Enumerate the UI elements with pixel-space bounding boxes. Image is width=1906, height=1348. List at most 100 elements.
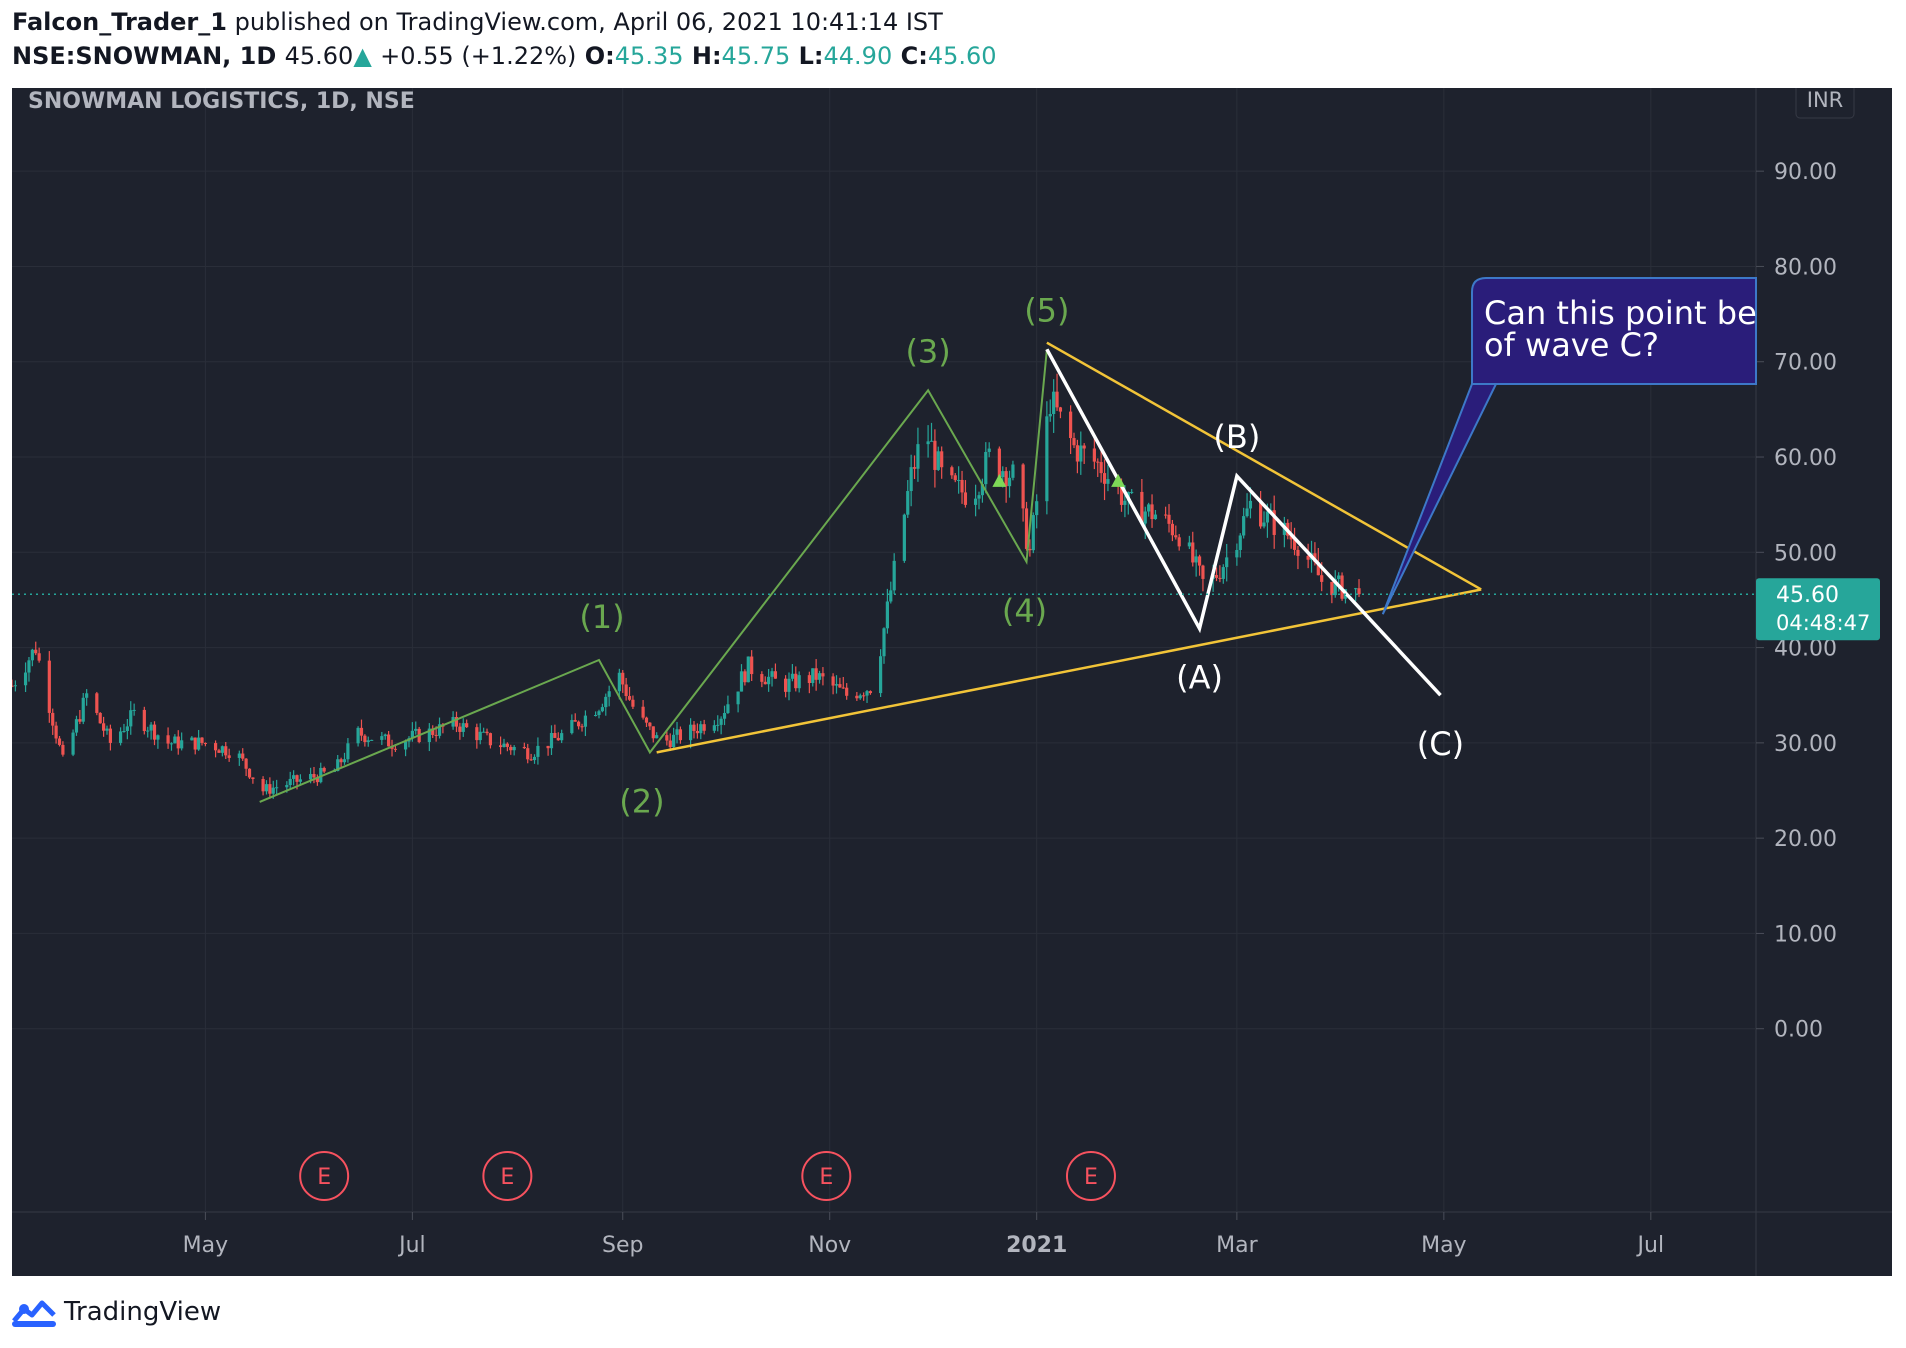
candle-body [763, 681, 767, 685]
candle-body [488, 733, 493, 746]
candle-body [1072, 438, 1076, 446]
trendline [656, 588, 1482, 754]
candle-body [380, 736, 384, 740]
candle-body [987, 448, 991, 452]
grid-lines [12, 88, 1892, 1276]
callout-text-line1: Can this point be [1484, 294, 1757, 332]
candle-body [149, 724, 153, 731]
symbol-label: NSE:SNOWMAN, 1D [12, 42, 277, 70]
earnings-marker[interactable]: E [1065, 1151, 1116, 1201]
low-label: L: [798, 42, 824, 70]
price-badge-countdown: 04:48:47 [1776, 611, 1870, 635]
tradingview-logo-icon [12, 1300, 56, 1327]
candle-body [200, 737, 204, 743]
currency-button[interactable]: INR [1795, 79, 1855, 119]
candle-body [712, 725, 716, 731]
candle-body [865, 691, 869, 696]
candle-body [102, 723, 106, 731]
candle-body [760, 674, 764, 682]
wave-label: (2) [619, 782, 664, 820]
candle-body [1092, 448, 1096, 462]
candle-body [997, 448, 1001, 478]
candle-body [1082, 445, 1086, 449]
candle-body [624, 684, 628, 697]
price-axis[interactable]: 0.00 10.00 20.00 30.00 40.00 50.00 60.00 70.00 8… [1756, 160, 1837, 1043]
signal-arrow-icon [992, 473, 1007, 487]
candle-body [478, 731, 482, 741]
candle-body [387, 734, 391, 747]
candle-body [1201, 565, 1205, 579]
candle-body [509, 746, 513, 751]
candle-body [1221, 567, 1225, 579]
candle-body [746, 656, 750, 683]
candle-body [244, 758, 248, 769]
candle-body [916, 444, 920, 469]
candle-body [1106, 479, 1110, 484]
candle-body [156, 735, 160, 740]
candle-body [960, 479, 964, 493]
candle-body [13, 685, 17, 687]
time-axis[interactable]: May Jul Sep Nov 2021 Mar May Jul [183, 1212, 1664, 1258]
candle-body [953, 475, 957, 481]
candle-body [434, 734, 438, 736]
candle-body [817, 673, 822, 680]
candle-body [1333, 579, 1337, 596]
y-tick-label: 0.00 [1774, 1018, 1823, 1043]
candle-body [247, 768, 252, 778]
candle-body [655, 735, 659, 739]
earnings-marker[interactable]: E [482, 1151, 533, 1201]
earnings-marker[interactable]: E [801, 1151, 852, 1201]
plot-area[interactable] [12, 341, 1756, 803]
y-tick-label: 80.00 [1774, 255, 1837, 280]
price-chart[interactable]: 0.00 10.00 20.00 30.00 40.00 50.00 60.00 70.00 8… [12, 79, 1892, 1276]
y-tick-label: 60.00 [1774, 446, 1837, 471]
candle-body [963, 492, 968, 505]
high-value: 45.75 [721, 42, 791, 70]
candle-body [980, 484, 984, 496]
candle-body [974, 498, 978, 505]
candle-body [553, 732, 557, 738]
candle-body [298, 779, 303, 782]
candle-body [1024, 508, 1029, 549]
footer[interactable]: TradingView [12, 1292, 221, 1332]
candle-body [773, 671, 778, 679]
candle-body [695, 730, 699, 734]
candle-body [1177, 537, 1181, 547]
candle-body [346, 743, 350, 760]
callout-seam [1473, 380, 1755, 383]
candle-body [577, 721, 581, 727]
candle-body [1140, 491, 1144, 524]
wave-label: (C) [1417, 725, 1464, 763]
candle-body [736, 691, 740, 705]
candle-body [668, 740, 672, 748]
candle-body [631, 699, 635, 707]
candle-body [1292, 539, 1297, 550]
candle-body [1316, 562, 1320, 576]
chart-frame[interactable]: 0.00 10.00 20.00 30.00 40.00 50.00 60.00 70.00 8… [12, 79, 1892, 1276]
candle-body [1052, 391, 1056, 415]
candle-body [743, 671, 747, 683]
candle-body [410, 730, 414, 739]
candle-body [607, 691, 611, 697]
candle-body [414, 728, 418, 731]
candle-body [790, 673, 794, 679]
candle-body [641, 706, 645, 718]
earnings-marker[interactable]: E [299, 1151, 350, 1201]
candle-body [285, 784, 289, 788]
candle-body [431, 728, 435, 735]
price-change: +0.55 (+1.22%) [380, 42, 577, 70]
candle-body [98, 712, 102, 724]
candle-body [322, 767, 326, 772]
candle-body [166, 735, 170, 744]
wave-labels: (1) (2) (3) (4) (5) (A) (B) (C) [579, 291, 1464, 820]
candle-body [312, 773, 316, 778]
candle-body [1123, 500, 1127, 505]
candle-body [502, 743, 506, 748]
publish-info: published on TradingView.com, April 06, … [226, 8, 943, 36]
candle-body [627, 696, 632, 700]
candle-body [1337, 575, 1341, 580]
candle-body [27, 660, 31, 673]
up-arrow-icon: ▲ [353, 42, 372, 70]
